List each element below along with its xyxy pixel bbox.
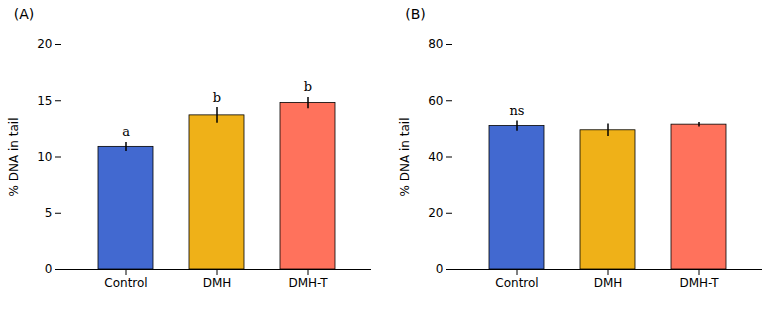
svg-text:20: 20 xyxy=(37,37,52,51)
svg-text:b: b xyxy=(304,79,312,94)
svg-text:DMH: DMH xyxy=(594,276,623,290)
html-text:(A): (A) xyxy=(13,6,35,22)
svg-text:80: 80 xyxy=(428,37,443,51)
svg-text:% DNA in tail: % DNA in tail xyxy=(398,118,412,197)
svg-text:40: 40 xyxy=(428,150,443,164)
svg-text:Control: Control xyxy=(104,276,147,290)
svg-text:b: b xyxy=(213,90,221,105)
svg-text:15: 15 xyxy=(37,94,52,108)
svg-text:Control: Control xyxy=(496,276,539,290)
svg-text:0: 0 xyxy=(436,262,444,276)
svg-text:DMH: DMH xyxy=(202,276,231,290)
svg-text:60: 60 xyxy=(428,94,443,108)
html-text:(B): (B) xyxy=(405,6,426,22)
svg-text:5: 5 xyxy=(45,206,53,220)
svg-text:20: 20 xyxy=(428,206,443,220)
svg-text:a: a xyxy=(122,124,130,139)
svg-text:10: 10 xyxy=(37,150,52,164)
svg-text:0: 0 xyxy=(45,262,53,276)
svg-text:DMH-T: DMH-T xyxy=(288,276,328,290)
svg-text:ns: ns xyxy=(510,103,525,118)
svg-text:% DNA in tail: % DNA in tail xyxy=(7,118,21,197)
svg-text:DMH-T: DMH-T xyxy=(680,276,720,290)
